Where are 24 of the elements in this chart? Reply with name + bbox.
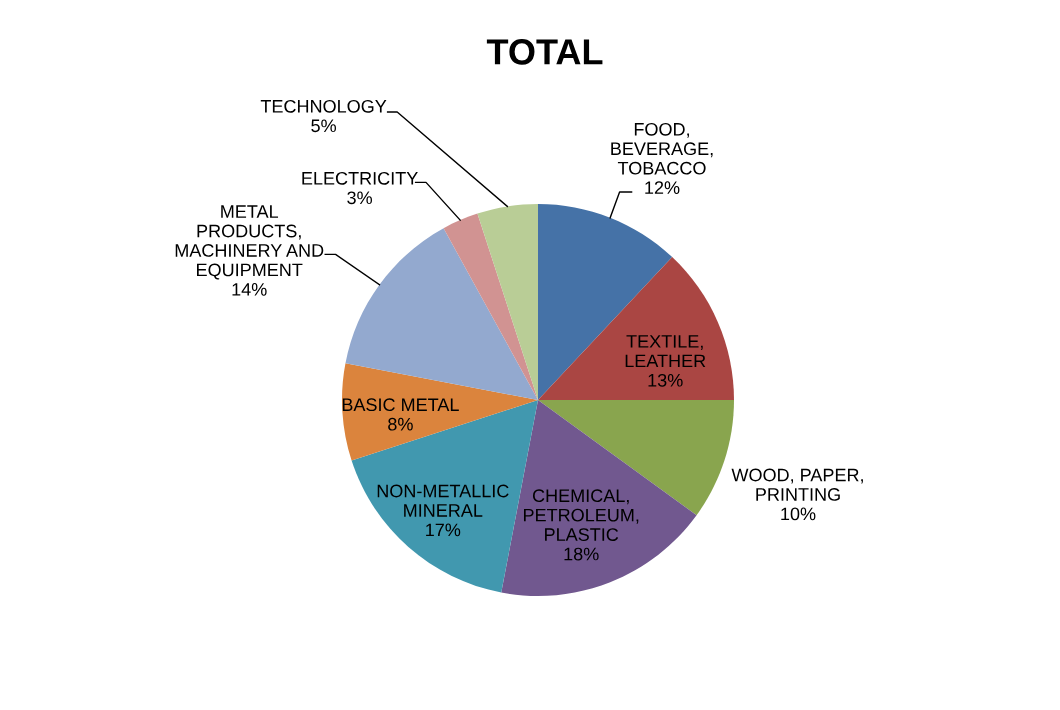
pie-slice (342, 363, 538, 461)
pie-slice (538, 257, 734, 400)
data-label: 10% (781, 507, 816, 521)
pie-slice (477, 204, 538, 400)
slice-label: METAL PRODUCTS, MACHINERY AND EQUIPMENT (175, 205, 324, 280)
data-label: 3% (347, 191, 373, 205)
data-label: 12% (645, 181, 680, 194)
pie-slice (443, 213, 538, 400)
data-label: 14% (232, 283, 267, 296)
slice-label: CHEMICAL, PETROLEUM, PLASTIC (523, 489, 639, 541)
data-label: 17% (426, 523, 461, 537)
data-label: 8% (388, 417, 413, 431)
slice-label: ELECTRICITY (302, 171, 418, 185)
data-label: 13% (648, 373, 683, 387)
data-label: 5% (311, 119, 337, 133)
slice-label: WOOD, PAPER, PRINTING (731, 468, 863, 501)
data-label: 18% (564, 547, 599, 561)
slice-label: TECHNOLOGY (260, 99, 387, 113)
slice-label: TEXTILE, LEATHER (625, 335, 706, 368)
pie-slice (345, 228, 538, 400)
slice-label: NON-METALLIC MINERAL (377, 484, 509, 517)
slice-label: FOOD, BEVERAGE, TOBACCO (611, 122, 713, 175)
slice-label: BASIC METAL (342, 398, 459, 412)
chart-title: TOTAL (486, 39, 603, 65)
